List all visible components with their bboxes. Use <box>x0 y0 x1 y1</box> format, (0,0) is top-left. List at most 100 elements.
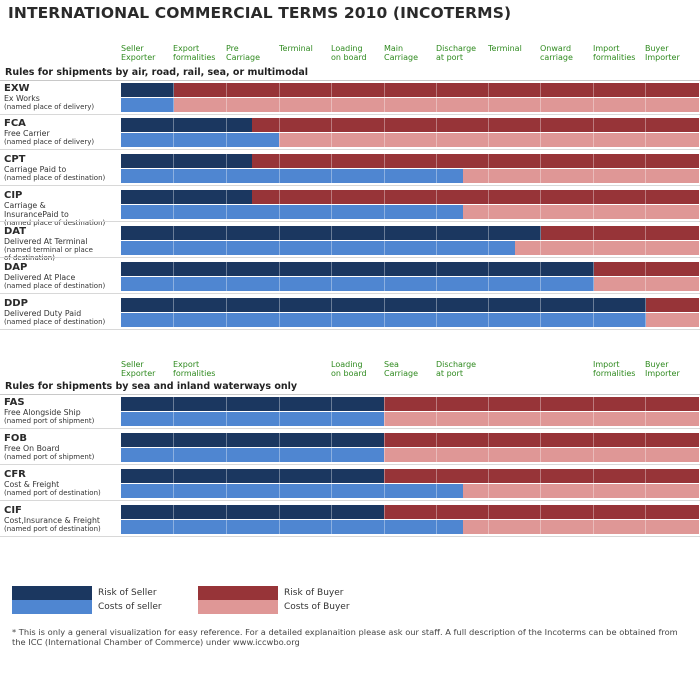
seller-cost-bar <box>121 241 516 255</box>
column-separator <box>488 469 489 498</box>
column-separator <box>645 154 646 183</box>
stage-header: Discharge at port <box>436 360 476 378</box>
column-separator <box>384 118 385 147</box>
incoterm-name: Free Alongside Ship <box>4 408 81 417</box>
incoterm-code: DAT <box>4 226 27 237</box>
column-separator <box>593 298 594 327</box>
buyer-risk-bar <box>541 226 699 240</box>
column-separator <box>384 262 385 291</box>
column-separator <box>279 83 280 112</box>
incoterm-place: (named place of destination) <box>4 282 106 290</box>
seller-risk-bar <box>121 190 253 204</box>
stage-header-line-1: Pre <box>226 44 239 53</box>
column-separator <box>331 397 332 426</box>
column-separator <box>645 298 646 327</box>
column-separator <box>384 397 385 426</box>
column-separator <box>173 433 174 462</box>
column-separator <box>279 118 280 147</box>
column-separator <box>173 397 174 426</box>
seller-cost-bar <box>121 98 174 112</box>
buyer-risk-bar <box>383 469 699 483</box>
column-separator <box>226 83 227 112</box>
stage-header-line-1: Import <box>593 360 620 369</box>
column-separator <box>173 298 174 327</box>
incoterm-label: FOB Free On Board (named port of shipment) <box>4 433 120 461</box>
incoterm-label: CIF Cost,Insurance & Freight (named port o… <box>4 505 120 533</box>
column-separator <box>488 226 489 255</box>
stage-header-line-1: Import <box>593 44 620 53</box>
incoterm-code: EXW <box>4 83 30 94</box>
incoterm-place: (named port of destination) <box>4 525 101 533</box>
column-separator <box>645 505 646 534</box>
stage-header-line-1: Main <box>384 44 404 53</box>
incoterm-name: Free Carrier <box>4 129 50 138</box>
buyer-risk-bar <box>173 83 699 97</box>
column-separator <box>384 433 385 462</box>
column-separator <box>436 262 437 291</box>
column-separator <box>436 433 437 462</box>
row-divider <box>0 329 700 330</box>
column-separator <box>226 190 227 219</box>
column-separator <box>540 154 541 183</box>
stage-header-line-2: at port <box>436 53 463 62</box>
column-separator <box>645 83 646 112</box>
seller-cost-bar <box>121 169 463 183</box>
stage-header-line-1: Seller <box>121 44 144 53</box>
column-separator <box>436 118 437 147</box>
incoterm-name: Delivered At Place <box>4 273 76 282</box>
column-separator <box>173 118 174 147</box>
incoterm-name: Carriage & <box>4 201 46 210</box>
column-separator <box>331 469 332 498</box>
column-separator <box>279 433 280 462</box>
section-1-divider <box>0 80 700 81</box>
column-separator <box>593 397 594 426</box>
column-separator <box>645 397 646 426</box>
legend-buyer-cost-label: Costs of Buyer <box>284 602 350 612</box>
row-divider <box>0 221 700 222</box>
incoterm-place: (named terminal or place <box>4 246 93 254</box>
seller-cost-bar <box>121 313 647 327</box>
row-divider <box>0 293 700 294</box>
stage-header: Seller Exporter <box>121 360 155 378</box>
buyer-cost-bar <box>462 205 699 219</box>
incoterm-code: FAS <box>4 397 25 408</box>
column-separator <box>384 469 385 498</box>
seller-risk-bar <box>121 83 174 97</box>
column-separator <box>540 83 541 112</box>
stage-header-line-1: Export <box>173 44 200 53</box>
column-separator <box>593 118 594 147</box>
incoterm-label: EXW Ex Works (named place of delivery) <box>4 83 120 111</box>
stage-header-line-2: Carriage <box>384 369 419 378</box>
legend-seller-cost-swatch <box>12 600 92 614</box>
column-separator <box>279 154 280 183</box>
incoterm-place-line-2: of destination) <box>4 254 55 262</box>
stage-header-line-1: Buyer <box>645 44 669 53</box>
buyer-risk-bar <box>252 190 699 204</box>
column-separator <box>593 154 594 183</box>
column-separator <box>331 505 332 534</box>
column-separator <box>279 190 280 219</box>
stage-header-line-1: Seller <box>121 360 144 369</box>
column-separator <box>173 505 174 534</box>
column-separator <box>488 397 489 426</box>
column-separator <box>540 505 541 534</box>
stage-header-line-2: Carriage <box>384 53 419 62</box>
column-separator <box>488 505 489 534</box>
incoterm-code: DAP <box>4 262 28 273</box>
column-separator <box>593 505 594 534</box>
incoterm-place: (named port of shipment) <box>4 417 95 425</box>
column-separator <box>331 118 332 147</box>
page-title: INTERNATIONAL COMMERCIAL TERMS 2010 (INC… <box>8 4 512 22</box>
column-separator <box>226 118 227 147</box>
column-separator <box>331 433 332 462</box>
column-separator <box>488 118 489 147</box>
stage-header: Terminal <box>488 44 522 53</box>
column-separator <box>384 83 385 112</box>
row-divider <box>0 257 700 258</box>
column-separator <box>226 226 227 255</box>
section-2-divider <box>0 394 700 395</box>
stage-header-line-2: Exporter <box>121 53 156 62</box>
column-separator <box>436 83 437 112</box>
column-separator <box>540 226 541 255</box>
legend-seller-risk-label: Risk of Seller <box>98 588 157 598</box>
